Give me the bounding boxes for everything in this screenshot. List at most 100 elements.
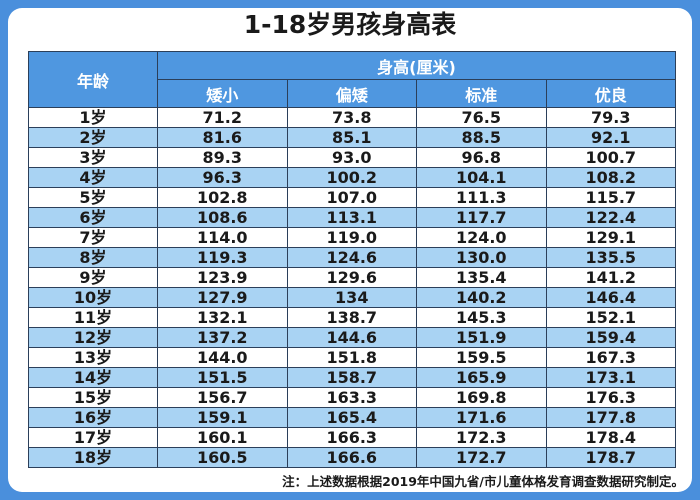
height-cell: 119.0 <box>286 227 417 248</box>
height-cell: 117.7 <box>416 207 547 228</box>
height-cell: 167.3 <box>545 347 676 368</box>
height-cell: 115.7 <box>545 187 676 208</box>
table-row: 12岁 137.2 144.6 151.9 159.4 <box>28 327 676 348</box>
height-cell: 92.1 <box>545 127 676 148</box>
height-cell: 160.1 <box>157 427 288 448</box>
age-cell: 5岁 <box>28 187 158 208</box>
height-cell: 173.1 <box>545 367 676 388</box>
height-cell: 129.1 <box>545 227 676 248</box>
table-row: 6岁 108.6 113.1 117.7 122.4 <box>28 207 676 228</box>
height-cell: 138.7 <box>286 307 417 328</box>
height-cell: 124.6 <box>286 247 417 268</box>
age-cell: 15岁 <box>28 387 158 408</box>
height-cell: 151.9 <box>416 327 547 348</box>
height-cell: 177.8 <box>545 407 676 428</box>
table-row: 17岁 160.1 166.3 172.3 178.4 <box>28 427 676 448</box>
table-row: 14岁 151.5 158.7 165.9 173.1 <box>28 367 676 388</box>
height-cell: 178.7 <box>545 447 676 468</box>
height-cell: 166.3 <box>286 427 417 448</box>
age-cell: 16岁 <box>28 407 158 428</box>
table-row: 8岁 119.3 124.6 130.0 135.5 <box>28 247 676 268</box>
height-cell: 135.4 <box>416 267 547 288</box>
height-table: 年龄 身高(厘米) 矮小 偏矮 标准 优良 1岁 71.2 73.8 76.5 79.3 2岁 8… <box>28 51 676 468</box>
height-cell: 145.3 <box>416 307 547 328</box>
age-cell: 18岁 <box>28 447 158 468</box>
height-cell: 93.0 <box>286 147 417 168</box>
height-cell: 108.2 <box>545 167 676 188</box>
table-row: 5岁 102.8 107.0 111.3 115.7 <box>28 187 676 208</box>
height-cell: 111.3 <box>416 187 547 208</box>
table-row: 11岁 132.1 138.7 145.3 152.1 <box>28 307 676 328</box>
table-row: 7岁 114.0 119.0 124.0 129.1 <box>28 227 676 248</box>
height-cell: 172.7 <box>416 447 547 468</box>
age-cell: 14岁 <box>28 367 158 388</box>
height-cell: 107.0 <box>286 187 417 208</box>
height-cell: 137.2 <box>157 327 288 348</box>
height-cell: 171.6 <box>416 407 547 428</box>
table-row: 9岁 123.9 129.6 135.4 141.2 <box>28 267 676 288</box>
height-cell: 144.6 <box>286 327 417 348</box>
height-cell: 165.4 <box>286 407 417 428</box>
height-cell: 88.5 <box>416 127 547 148</box>
height-cell: 141.2 <box>545 267 676 288</box>
height-cell: 100.7 <box>545 147 676 168</box>
height-cell: 104.1 <box>416 167 547 188</box>
age-cell: 6岁 <box>28 207 158 228</box>
age-cell: 3岁 <box>28 147 158 168</box>
height-cell: 85.1 <box>286 127 417 148</box>
age-cell: 12岁 <box>28 327 158 348</box>
height-group-header: 身高(厘米) <box>157 51 676 80</box>
height-cell: 71.2 <box>157 107 288 128</box>
column-header: 优良 <box>545 79 676 108</box>
height-cell: 119.3 <box>157 247 288 268</box>
height-cell: 76.5 <box>416 107 547 128</box>
column-header: 偏矮 <box>286 79 417 108</box>
height-cell: 122.4 <box>545 207 676 228</box>
height-cell: 134 <box>286 287 417 308</box>
table-row: 15岁 156.7 163.3 169.8 176.3 <box>28 387 676 408</box>
height-cell: 165.9 <box>416 367 547 388</box>
height-cell: 135.5 <box>545 247 676 268</box>
height-cell: 151.8 <box>286 347 417 368</box>
height-cell: 158.7 <box>286 367 417 388</box>
height-cell: 114.0 <box>157 227 288 248</box>
height-cell: 81.6 <box>157 127 288 148</box>
height-cell: 178.4 <box>545 427 676 448</box>
age-header: 年龄 <box>28 51 158 108</box>
age-cell: 1岁 <box>28 107 158 128</box>
table-row: 18岁 160.5 166.6 172.7 178.7 <box>28 447 676 468</box>
height-cell: 146.4 <box>545 287 676 308</box>
height-cell: 159.4 <box>545 327 676 348</box>
height-cell: 79.3 <box>545 107 676 128</box>
height-cell: 130.0 <box>416 247 547 268</box>
height-cell: 144.0 <box>157 347 288 368</box>
height-cell: 73.8 <box>286 107 417 128</box>
height-cell: 124.0 <box>416 227 547 248</box>
height-cell: 132.1 <box>157 307 288 328</box>
height-cell: 127.9 <box>157 287 288 308</box>
height-cell: 169.8 <box>416 387 547 408</box>
height-cell: 96.3 <box>157 167 288 188</box>
height-cell: 159.1 <box>157 407 288 428</box>
height-cell: 152.1 <box>545 307 676 328</box>
height-cell: 100.2 <box>286 167 417 188</box>
height-cell: 113.1 <box>286 207 417 228</box>
height-cell: 123.9 <box>157 267 288 288</box>
table-row: 3岁 89.3 93.0 96.8 100.7 <box>28 147 676 168</box>
age-cell: 8岁 <box>28 247 158 268</box>
age-cell: 7岁 <box>28 227 158 248</box>
height-cell: 108.6 <box>157 207 288 228</box>
height-cell: 156.7 <box>157 387 288 408</box>
height-cell: 160.5 <box>157 447 288 468</box>
column-header: 标准 <box>416 79 547 108</box>
column-header: 矮小 <box>157 79 288 108</box>
table-row: 13岁 144.0 151.8 159.5 167.3 <box>28 347 676 368</box>
height-cell: 89.3 <box>157 147 288 168</box>
height-cell: 166.6 <box>286 447 417 468</box>
age-cell: 2岁 <box>28 127 158 148</box>
height-cell: 102.8 <box>157 187 288 208</box>
table-row: 2岁 81.6 85.1 88.5 92.1 <box>28 127 676 148</box>
table-row: 1岁 71.2 73.8 76.5 79.3 <box>28 107 676 128</box>
age-cell: 17岁 <box>28 427 158 448</box>
height-cell: 129.6 <box>286 267 417 288</box>
